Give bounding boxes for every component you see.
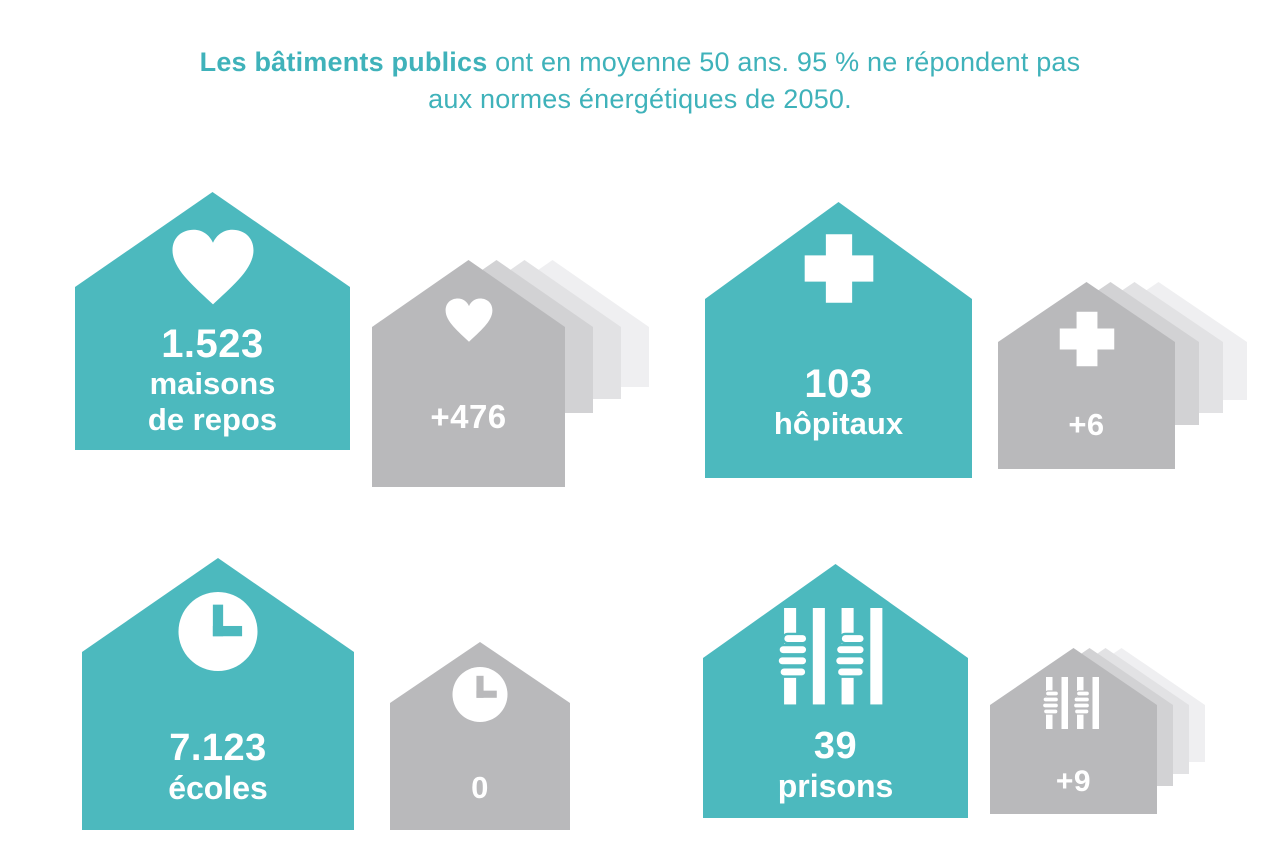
prisons-count: 39 xyxy=(813,725,858,767)
gripping-hands xyxy=(1041,690,1090,715)
ecoles-count: 7.123 xyxy=(169,727,267,769)
hopitaux-additional-count: +6 xyxy=(1068,407,1105,442)
title-rest: ont en moyenne 50 ans. 95 % ne répondent… xyxy=(487,47,1081,77)
title-lead: Les bâtiments publics xyxy=(199,47,488,77)
medical-cross-icon xyxy=(1059,311,1114,367)
title-line-1: Les bâtiments publics ont en moyenne 50 … xyxy=(0,44,1280,81)
maisons-count: 1.523 xyxy=(161,322,264,366)
maisons-label-line1: maisons xyxy=(149,366,276,401)
additional-maisons-de-repos-stack: +476 xyxy=(372,260,649,487)
ecoles-additional-count: 0 xyxy=(471,770,489,805)
prisons-label-line1: prisons xyxy=(777,768,894,804)
hopitaux-count: 103 xyxy=(804,362,873,406)
prison-bars-icon xyxy=(1041,677,1099,729)
heart-icon xyxy=(172,229,253,305)
clock-icon xyxy=(178,592,258,671)
house-ecoles: 7.123 écoles xyxy=(82,558,354,830)
ecoles-label-line1: écoles xyxy=(168,770,268,806)
prisons-additional-count: +9 xyxy=(1055,765,1092,798)
additional-ecoles-house: 0 xyxy=(390,642,570,830)
gripping-hands xyxy=(775,632,866,678)
prison-bars-icon xyxy=(775,608,882,705)
house-maisons-de-repos: 1.523 maisons de repos xyxy=(75,192,350,450)
house-prisons: 39 prisons xyxy=(703,564,968,818)
hopitaux-label-line1: hôpitaux xyxy=(773,406,904,441)
medical-cross-icon xyxy=(804,234,873,303)
house-hopitaux: 103 hôpitaux xyxy=(705,202,972,478)
heart-icon xyxy=(445,298,492,342)
additional-prisons-stack: +9 xyxy=(990,648,1205,814)
maisons-additional-count: +476 xyxy=(430,398,507,435)
maisons-label-line2: de repos xyxy=(147,402,278,437)
additional-hopitaux-stack: +6 xyxy=(998,282,1247,469)
page-title: Les bâtiments publics ont en moyenne 50 … xyxy=(0,44,1280,118)
title-line-2: aux normes énergétiques de 2050. xyxy=(428,84,852,114)
clock-icon xyxy=(452,667,508,722)
